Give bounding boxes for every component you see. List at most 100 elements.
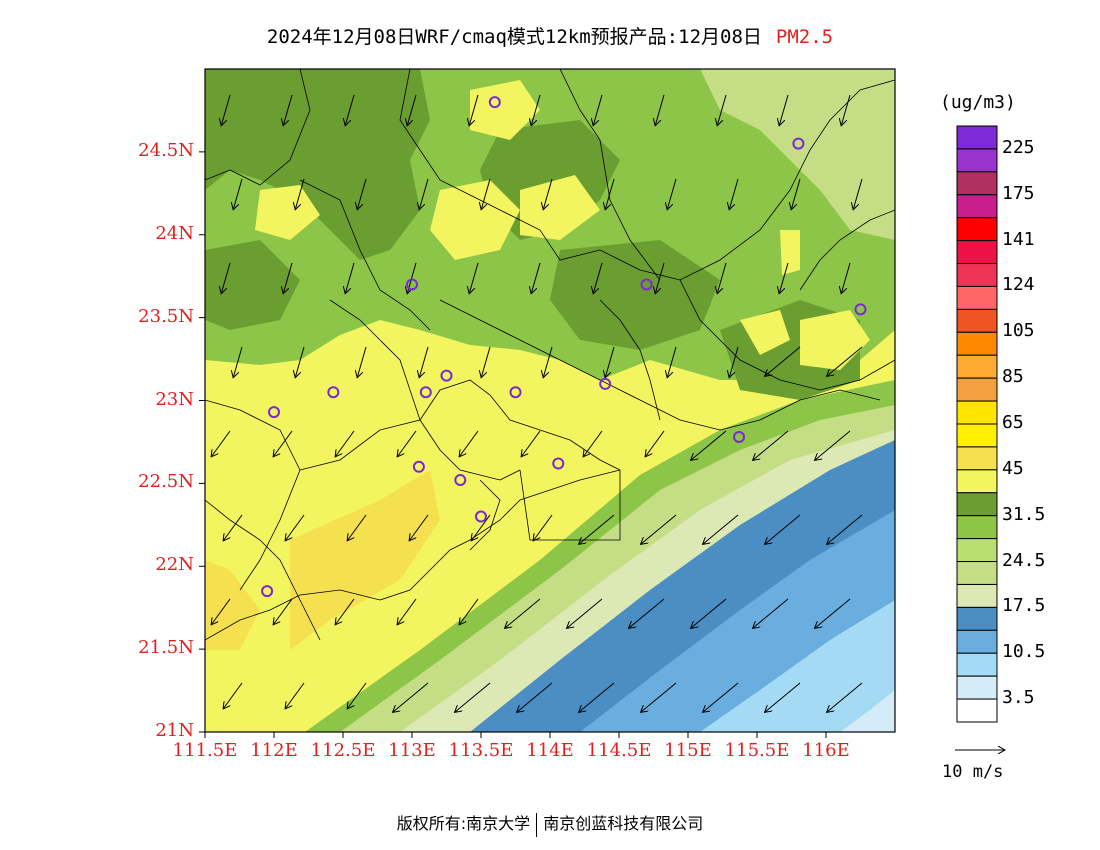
wind-arrow [531,262,541,294]
wind-arrow [567,598,603,628]
wind-arrow [459,598,479,625]
lon-tick-label: 112.5E [310,740,376,761]
wind-arrow [853,178,863,210]
wind-arrow [779,262,789,294]
legend-swatch [956,331,998,356]
wind-scale-label: 10 m/s [942,762,1004,782]
wind-arrow [605,178,615,210]
wind-arrow [285,514,305,541]
legend-label: 105 [1002,320,1035,342]
station-marker [268,406,280,419]
station-marker [640,278,653,291]
legend-swatch [956,285,998,310]
legend-swatch [956,240,998,265]
legend-label: 10.5 [1002,641,1046,663]
wind-arrow [629,598,665,628]
wind-arrow [455,682,491,712]
legend-label: 31.5 [1002,503,1046,525]
wind-arrow [765,346,801,376]
wind-arrow [459,430,479,457]
wind-arrow [223,514,243,541]
wind-arrow [221,94,231,126]
lon-tick-label: 112E [250,740,298,761]
boundary-lines [205,69,895,641]
concentration-field [205,69,895,732]
legend-swatch [956,263,998,287]
legend-swatch [956,148,998,173]
wind-arrow [345,262,355,294]
wind-arrow [397,430,417,457]
lat-tick-label: 24.5N [138,139,194,161]
wind-arrow [357,346,367,378]
legend-swatch [956,217,998,242]
station-marker [440,369,453,382]
legend-label: 141 [1002,228,1035,250]
legend-label: 85 [1002,366,1024,388]
footer-divider [536,812,538,837]
wind-arrow [841,94,851,126]
wind-arrow [593,262,603,294]
wind-arrow [335,430,355,457]
lat-tick-label: 24N [155,222,194,244]
wind-arrow [667,346,677,378]
wind-arrow [295,346,305,378]
wind-arrow [753,430,789,460]
wind-arrow [273,598,293,625]
legend-swatch [956,377,998,402]
wind-arrow [543,178,553,210]
station-markers [261,96,867,598]
wind-arrow [791,178,801,210]
station-marker [552,457,565,470]
lon-tick-label: 116E [802,740,850,761]
wind-arrow [827,346,863,376]
wind-arrow [273,430,293,457]
pollutant-label: PM2.5 [775,26,834,48]
wind-arrow [531,94,541,126]
wind-arrow [827,682,863,712]
wind-arrow [765,682,801,712]
wind-arrow [397,598,417,625]
legend-swatch [956,308,998,333]
wind-arrow [469,262,479,294]
wind-arrow [233,346,243,378]
wind-arrow [729,346,739,378]
lon-tick-label: 115.5E [724,740,790,761]
lon-tick-label: 115E [664,740,712,761]
station-marker [327,386,340,399]
wind-arrow [295,178,305,210]
wind-arrow [211,430,231,457]
wind-arrow [703,682,739,712]
wind-arrow [521,430,541,457]
legend-unit: (ug/m3) [940,92,1016,113]
wind-arrow [655,94,665,126]
wind-arrow [841,262,851,294]
wind-arrow [505,598,541,628]
wind-arrow [345,94,355,126]
lat-tick-label: 23.5N [138,305,194,327]
legend-label: 65 [1002,412,1024,433]
wind-arrow [729,178,739,210]
legend-swatch [956,469,998,494]
wind-arrow [409,514,429,541]
wind-arrow [641,682,677,712]
station-marker [475,510,487,523]
wind-arrow [583,430,603,457]
wind-arrow [285,682,305,709]
wind-arrow [393,682,429,712]
lat-tick-label: 22N [155,554,194,576]
lon-tick-label: 113E [388,740,436,761]
legend-swatch [956,446,998,471]
lat-tick-label: 22.5N [138,471,194,493]
wind-arrow [223,682,243,709]
legend-label: 24.5 [1002,549,1046,571]
wind-arrow [335,598,355,625]
legend-label: 3.5 [1002,687,1035,709]
legend-label: 45 [1002,457,1024,479]
lon-tick-label: 113.5E [448,740,514,761]
wind-arrow [543,346,553,378]
station-marker [509,386,522,399]
wind-arrow [605,346,615,378]
wind-arrow [357,178,367,210]
lon-tick-label: 111.5E [172,740,238,761]
